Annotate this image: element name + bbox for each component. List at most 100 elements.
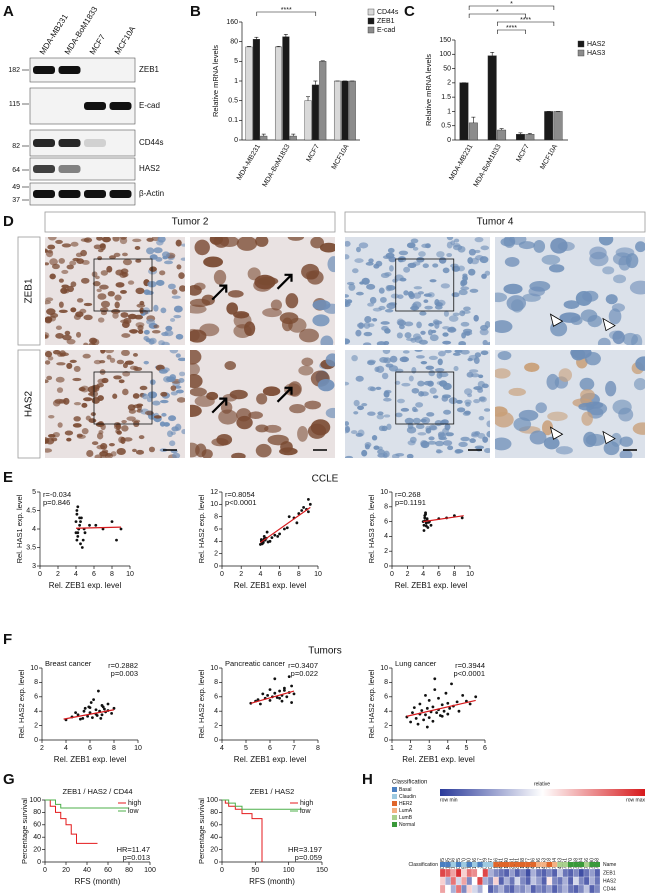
point xyxy=(435,711,439,715)
cell xyxy=(177,357,185,362)
cell-line-label: MCF10A xyxy=(113,24,138,56)
cell xyxy=(442,332,449,337)
cell xyxy=(76,258,85,264)
cell xyxy=(180,257,185,261)
blot-band xyxy=(109,102,132,110)
cell xyxy=(524,362,540,372)
point xyxy=(273,691,277,695)
cell xyxy=(428,436,435,441)
heat-cell xyxy=(519,884,526,894)
cell xyxy=(112,393,118,399)
cell xyxy=(429,334,439,342)
x-tick-label: 40 xyxy=(83,867,91,874)
y-tick-label: 10 xyxy=(30,665,38,672)
x-tick-label: 4 xyxy=(446,745,450,752)
cell xyxy=(452,312,460,317)
y-tick-label: 5 xyxy=(234,58,238,65)
cell xyxy=(153,247,163,254)
protein-label: E-cad xyxy=(139,101,160,110)
cell xyxy=(608,330,623,340)
point xyxy=(468,702,472,706)
cell xyxy=(82,353,91,359)
heat-cell xyxy=(573,876,579,886)
cell xyxy=(462,275,468,282)
cell xyxy=(467,257,474,265)
cell xyxy=(159,421,166,427)
cell xyxy=(137,404,142,411)
cell xyxy=(427,440,437,445)
panel-label: C xyxy=(404,3,415,20)
cell xyxy=(143,360,149,365)
cell xyxy=(175,333,184,340)
bar xyxy=(341,80,349,141)
cell xyxy=(622,332,638,345)
cell xyxy=(353,411,359,415)
chart-title: Lung cancer xyxy=(395,659,437,668)
point xyxy=(424,693,427,697)
point xyxy=(261,692,265,696)
cell xyxy=(403,290,409,296)
cell xyxy=(419,311,427,316)
heat-cell xyxy=(498,868,505,878)
cell xyxy=(306,270,324,285)
panel-label: F xyxy=(3,631,12,648)
cell xyxy=(442,394,451,399)
cell xyxy=(368,258,374,263)
bar xyxy=(274,46,283,141)
cell xyxy=(613,274,627,284)
cell xyxy=(61,243,72,248)
cell xyxy=(58,399,67,404)
cell xyxy=(97,248,104,253)
x-tick-label: 7 xyxy=(292,745,296,752)
heat-cell xyxy=(589,868,595,878)
cell xyxy=(51,263,60,270)
cell xyxy=(113,375,122,380)
cell xyxy=(116,447,126,456)
cell xyxy=(110,451,117,457)
cell xyxy=(304,400,321,410)
point xyxy=(429,523,433,527)
heat-cell xyxy=(471,876,478,886)
cell xyxy=(195,443,207,458)
point xyxy=(76,505,80,509)
point xyxy=(99,717,103,720)
cell xyxy=(175,353,181,358)
heat-cell xyxy=(503,884,510,894)
blot-band xyxy=(58,165,81,173)
cell xyxy=(169,440,176,447)
y-tick-label: 0 xyxy=(447,137,451,144)
cell xyxy=(155,279,165,286)
heat-cell xyxy=(466,884,473,894)
significance-bracket xyxy=(497,29,526,34)
cell xyxy=(389,265,394,272)
cell xyxy=(432,263,439,268)
cell xyxy=(389,355,398,363)
heat-cell xyxy=(551,868,558,878)
class-cell xyxy=(466,862,472,867)
cell xyxy=(381,372,389,380)
y-tick-label: 6 xyxy=(384,694,388,701)
point xyxy=(409,720,412,724)
cell xyxy=(446,237,454,241)
x-tick-label: 2 xyxy=(409,745,413,752)
cell xyxy=(404,332,412,339)
blot-band xyxy=(58,190,81,198)
y-tick-label: 100 xyxy=(29,797,41,804)
bar xyxy=(333,80,342,141)
legend-label: E-cad xyxy=(377,27,395,34)
cell xyxy=(357,429,365,437)
x-tick-label: 8 xyxy=(297,571,301,578)
cell xyxy=(100,310,108,316)
cell xyxy=(114,294,122,301)
cell xyxy=(45,350,53,358)
cell xyxy=(100,300,111,308)
heat-cell xyxy=(567,884,574,894)
cell xyxy=(55,325,62,330)
class-cell xyxy=(536,862,542,867)
cell xyxy=(52,399,61,407)
color-scale xyxy=(440,789,645,796)
x-tick-label: 6 xyxy=(88,745,92,752)
annotation: r=-0.034 xyxy=(43,490,71,499)
cell xyxy=(169,350,179,354)
point xyxy=(424,713,427,717)
